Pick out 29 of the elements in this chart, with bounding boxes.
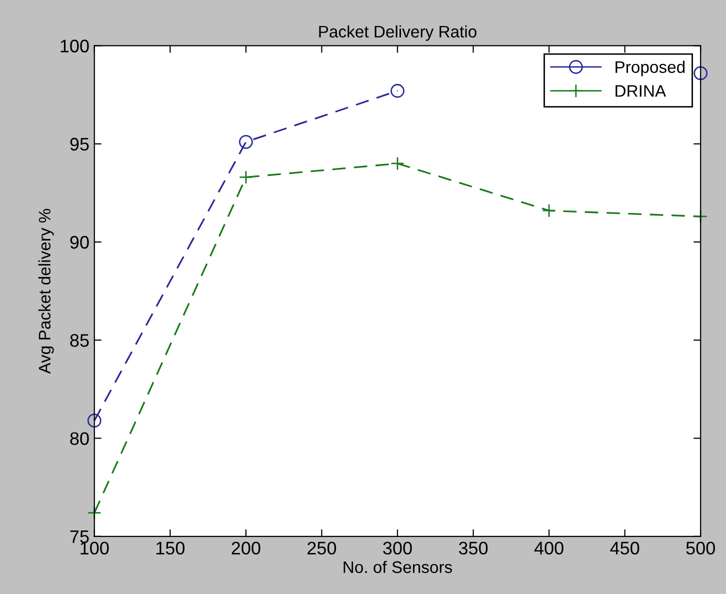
y-tick-label: 95 bbox=[70, 138, 89, 151]
y-tick-label: 85 bbox=[70, 334, 89, 347]
x-tick-label: 450 bbox=[610, 542, 640, 555]
x-axis-title: No. of Sensors bbox=[344, 560, 452, 574]
point bbox=[390, 84, 404, 98]
y-axis-title: Avg Packet delivery % bbox=[38, 208, 54, 374]
x-tick-label: 250 bbox=[308, 542, 336, 555]
point bbox=[87, 506, 102, 520]
legend-label: DRINA bbox=[616, 85, 666, 97]
point bbox=[390, 156, 404, 170]
y-tick-label: 80 bbox=[70, 432, 89, 445]
point bbox=[542, 204, 556, 218]
point bbox=[694, 66, 708, 80]
chart-title: Packet Delivery Ratio bbox=[319, 25, 476, 41]
y-tick-label: 75 bbox=[70, 530, 89, 544]
x-tick-label: 150 bbox=[156, 542, 185, 555]
x-tick-label: 200 bbox=[232, 542, 260, 555]
x-tick-label: 300 bbox=[383, 542, 412, 555]
y-tick-label: 90 bbox=[70, 236, 89, 249]
legend-label: Proposed bbox=[616, 60, 685, 76]
y-tick-label: 100 bbox=[60, 40, 89, 52]
point bbox=[238, 134, 253, 149]
x-tick-label: 400 bbox=[534, 542, 564, 555]
x-tick-label: 500 bbox=[686, 542, 715, 555]
point bbox=[87, 414, 102, 428]
x-tick-label: 100 bbox=[80, 542, 109, 555]
x-tick-label: 350 bbox=[458, 542, 488, 555]
point bbox=[238, 170, 253, 184]
point bbox=[694, 210, 708, 224]
